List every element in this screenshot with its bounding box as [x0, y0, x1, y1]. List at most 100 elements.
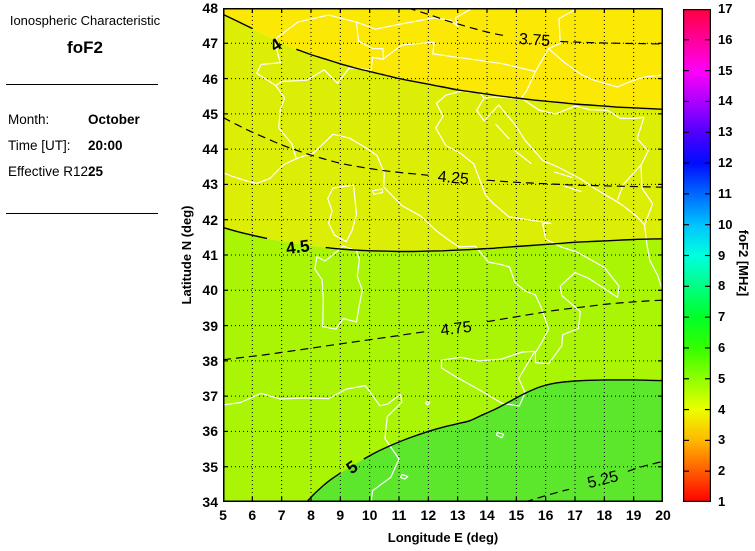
colorbar-tick-label: 5 [718, 370, 726, 386]
y-tick-label: 46 [202, 70, 218, 87]
contour-c375 [560, 40, 663, 45]
contour-c5 [306, 472, 341, 502]
info-row-time: Time [UT]: 20:00 [8, 138, 188, 154]
colorbar-tick-label: 15 [718, 62, 733, 78]
contour-label: 4.75 [440, 319, 473, 340]
contour-c45 [223, 226, 268, 240]
contour-c4 [296, 48, 663, 110]
y-tick-label: 38 [202, 352, 218, 369]
colorbar-tick-label: 14 [718, 93, 733, 109]
y-tick-label: 43 [202, 176, 218, 193]
colorbar-border [683, 9, 711, 502]
colorbar-tick-label: 7 [718, 309, 726, 325]
contour-c5 [363, 379, 663, 460]
info-row-month: Month: October [8, 112, 188, 128]
x-tick-label: 8 [307, 507, 315, 523]
y-tick-label: 35 [202, 458, 218, 475]
map-outline-pantelleria [424, 400, 431, 406]
colorbar-tick-label: 16 [718, 31, 733, 47]
x-tick-label: 6 [248, 507, 257, 523]
x-tick-label: 9 [336, 507, 345, 523]
x-tick-label: 14 [479, 507, 495, 523]
colorbar-tick-label: 2 [718, 463, 726, 479]
y-tick-label: 34 [202, 494, 218, 510]
map-outline-border-at-north [355, 8, 474, 30]
x-tick-label: 13 [449, 507, 466, 523]
x-tick-label: 10 [361, 507, 378, 523]
y-tick-label: 40 [202, 282, 218, 299]
colorbar-tick-label: 13 [718, 124, 733, 140]
info-row-r12: Effective R12: 25 [8, 164, 188, 180]
x-tick-label: 16 [537, 507, 554, 523]
contour-label: 4.5 [285, 236, 311, 258]
y-tick-label: 37 [202, 388, 218, 405]
contour-c425 [223, 116, 429, 176]
colorbar-tick-label: 11 [718, 185, 732, 201]
y-tick-label: 42 [202, 211, 218, 228]
x-tick-label: 7 [277, 507, 286, 523]
colorbar-tick-label: 3 [718, 432, 726, 448]
divider-top [6, 84, 158, 85]
fill-band [223, 379, 663, 502]
month-value: October [88, 112, 140, 127]
y-tick-label: 39 [202, 317, 218, 334]
map-outline-border-hr-hu [548, 48, 663, 88]
map-outline-sicily [440, 350, 536, 407]
map-outline-elba [372, 188, 384, 195]
map-outline-border-at-hu [548, 8, 579, 50]
month-label: Month: [8, 112, 50, 127]
r12-value: 25 [88, 164, 104, 179]
fill-band [223, 14, 663, 252]
colorbar-tick-label: 6 [718, 339, 726, 355]
panel-subtitle: foF2 [67, 38, 103, 57]
fill-band [223, 227, 663, 502]
map-outline-sardinia [314, 245, 363, 330]
contour-c45 [325, 238, 663, 253]
map-outline-island-brac [553, 171, 573, 178]
contour-c425 [486, 179, 663, 188]
contour-c4 [223, 13, 253, 30]
y-tick-label: 41 [202, 247, 218, 263]
x-tick-label: 12 [420, 507, 437, 523]
x-tick-label: 11 [391, 507, 407, 523]
y-tick-label: 48 [202, 0, 218, 16]
map-outline-island-cres [495, 123, 510, 140]
contour-c525 [627, 460, 663, 472]
time-value: 20:00 [88, 138, 123, 153]
contour-c525 [524, 488, 570, 502]
x-tick-label: 15 [508, 507, 525, 523]
time-label: Time [UT]: [8, 138, 71, 153]
map-outline-djerba [399, 473, 409, 480]
map-outline-coast-italy-balkans [223, 90, 663, 365]
y-tick-label: 44 [202, 141, 218, 158]
map-outline-corsica [327, 184, 358, 243]
map-outline-border-fr-it-ch-at [275, 41, 550, 160]
y-tick-label: 45 [202, 105, 218, 122]
x-tick-label: 19 [625, 507, 642, 523]
colorbar-tick-label: 9 [718, 247, 726, 263]
fill-band [223, 8, 663, 110]
contour-c375 [407, 8, 508, 37]
panel-title: Ionospheric Characteristic [9, 13, 161, 28]
y-tick-label: 47 [202, 35, 218, 52]
contour-label: 4.25 [437, 169, 470, 189]
x-tick-label: 20 [655, 507, 671, 523]
map-outline-border-me-al [640, 164, 654, 226]
colorbar-tick-label: 12 [718, 155, 733, 171]
r12-label: Effective R12: [8, 164, 92, 179]
contour-c475 [223, 330, 429, 361]
colorbar-tick-label: 8 [718, 278, 726, 294]
map-outline-border-ch-north [256, 14, 385, 87]
x-tick-label: 5 [219, 507, 227, 523]
map-outline-island-pag [514, 150, 532, 164]
colorbar-tick-label: 1 [718, 494, 726, 509]
x-axis-title: Longitude E (deg) [387, 530, 499, 545]
colorbar-tick-label: 10 [718, 216, 733, 232]
contour-c475 [486, 299, 663, 323]
map-outline-border-hr-ba [521, 98, 649, 201]
map-outline-coast-north-africa [223, 385, 403, 502]
map-outline-malta [495, 431, 505, 439]
x-tick-label: 17 [567, 507, 583, 523]
